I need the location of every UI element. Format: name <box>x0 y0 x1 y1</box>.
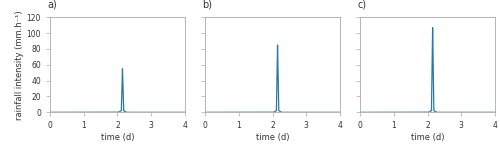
Text: b): b) <box>202 0 212 10</box>
Text: a): a) <box>48 0 57 10</box>
Text: c): c) <box>358 0 366 10</box>
Y-axis label: rainfall intensity (mm.h⁻¹): rainfall intensity (mm.h⁻¹) <box>14 10 24 120</box>
X-axis label: time (d): time (d) <box>411 133 444 142</box>
X-axis label: time (d): time (d) <box>256 133 289 142</box>
X-axis label: time (d): time (d) <box>100 133 134 142</box>
